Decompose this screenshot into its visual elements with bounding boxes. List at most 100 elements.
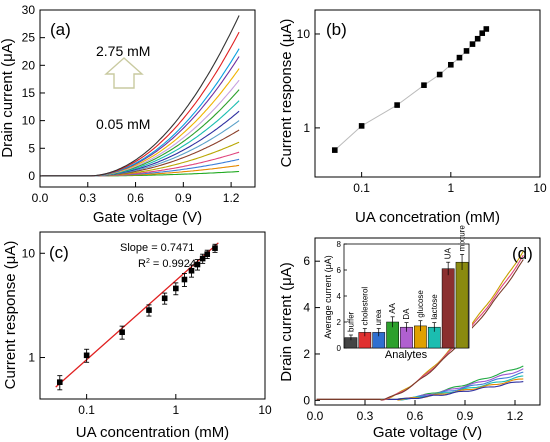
- panel-c-data-points: [55, 242, 219, 391]
- panel-a-y-tick-label: 20: [22, 58, 36, 72]
- panel-c-x-label: UA concentration (mM): [76, 424, 229, 441]
- panel-d-x-tick-label: 0.0: [307, 409, 324, 423]
- panel-a-y-tick-label: 5: [28, 141, 35, 155]
- panel-d-inset: 0 2 4 6 8 buffer cholesterol urea AA DA glucose la…: [323, 225, 472, 361]
- panel-b-data-point: [331, 147, 338, 153]
- panel-b-data-point: [456, 54, 463, 61]
- panel-d-axis-ticks: 0.0 0.3 0.6 0.9 1.2 0 2 4 6: [303, 254, 523, 423]
- panel-b-label: (b): [326, 20, 347, 39]
- inset-y-tick-label: 6: [337, 266, 342, 275]
- panel-b-connector-line: [334, 28, 487, 151]
- panel-c-y-tick-label: 1: [28, 351, 35, 365]
- panel-c-y-tick-label: 10: [22, 246, 36, 260]
- panel-c-data-point: [83, 352, 90, 359]
- panel-b-data-point: [483, 26, 490, 32]
- panel-b-y-tick-label: 1: [303, 121, 310, 135]
- panel-a-annotation-bottom: 0.05 mM: [96, 116, 150, 132]
- panel-c-data-point: [56, 379, 63, 385]
- panel-c-x-tick-label: 1: [172, 403, 179, 417]
- panel-b-x-tick-label: 10: [533, 181, 547, 195]
- panel-d-y-tick-label: 2: [303, 347, 310, 361]
- inset-category-label: buffer: [346, 311, 355, 332]
- inset-y-tick-label: 4: [337, 292, 342, 301]
- panel-c-data-point: [199, 255, 206, 262]
- inset-category-label: cholesterol: [360, 287, 369, 326]
- panel-c-data-point: [173, 285, 179, 292]
- panel-b-data-point: [448, 61, 454, 68]
- panel-d-high-curve: [316, 259, 524, 401]
- panel-a-x-tick-label: 1.2: [223, 191, 240, 205]
- panel-a-x-tick-label: 0.9: [175, 191, 192, 205]
- inset-category-label: mixture: [458, 225, 467, 252]
- panel-b-data-points: [331, 26, 490, 153]
- panel-b-data-point: [469, 41, 476, 47]
- panel-a-x-label: Gate voltage (V): [93, 209, 202, 226]
- inset-category-label: DA: [402, 308, 411, 320]
- inset-x-label: Analytes: [385, 349, 428, 361]
- panel-d-y-tick-label: 4: [303, 301, 310, 315]
- panel-c-data-point: [181, 276, 188, 283]
- panel-b: 0.1 1 10 1 10 (b) UA concetration (mM) Curre…: [278, 9, 547, 226]
- panel-a-axis-ticks: 0.0 0.3 0.6 0.9 1.2 0 5 10 15 20 25 30: [22, 3, 240, 205]
- panel-a-y-tick-label: 0: [28, 169, 35, 183]
- panel-c-x-tick-label: 10: [258, 403, 272, 417]
- panel-a-y-tick-label: 25: [22, 31, 36, 45]
- inset-category-label: lactose: [430, 294, 439, 320]
- panel-b-data-point: [463, 48, 470, 54]
- panel-b-data-point: [479, 30, 486, 36]
- panel-d-x-label: Gate voltage (V): [373, 424, 482, 441]
- inset-category-label: urea: [374, 309, 383, 326]
- inset-category-label: UA: [444, 247, 453, 259]
- panel-a-x-tick-label: 0.3: [79, 191, 96, 205]
- panel-c-data-point: [212, 245, 218, 251]
- panel-c-axis-ticks: 0.1 1 10 1 10: [22, 246, 272, 417]
- panel-a-y-tick-label: 15: [22, 86, 36, 100]
- panel-d-x-tick-label: 0.3: [357, 409, 374, 423]
- panel-d-frame: [314, 237, 541, 406]
- panel-a-y-tick-label: 30: [22, 3, 36, 17]
- panel-d-y-tick-label: 6: [303, 254, 310, 268]
- panel-c-data-point: [188, 267, 195, 274]
- panel-b-x-label: UA concetration (mM): [355, 209, 500, 226]
- panel-c-data-point: [119, 329, 125, 335]
- inset-bar: [455, 261, 469, 349]
- panel-b-data-point: [394, 102, 400, 108]
- inset-bars: buffer cholesterol urea AA DA glucose lactose U…: [344, 225, 469, 349]
- panel-d-curves: [316, 250, 524, 401]
- panel-c-data-point: [204, 251, 211, 257]
- panel-b-data-point: [421, 82, 427, 88]
- panel-b-y-tick-label: 10: [297, 27, 311, 41]
- panel-d-x-tick-label: 1.2: [507, 409, 524, 423]
- panel-b-y-label: Current response (μA): [278, 19, 295, 168]
- panel-b-data-point: [358, 123, 365, 129]
- panel-b-data-point: [474, 35, 481, 42]
- panel-a-curve: [41, 15, 240, 177]
- panel-c-frame: [39, 231, 266, 400]
- panel-c-r2-text: R2 = 0.9924: [138, 258, 196, 270]
- inset-category-label: glucose: [416, 290, 425, 318]
- panel-b-x-tick-label: 1: [447, 181, 454, 195]
- panel-d-y-label: Drain current (μA): [278, 262, 295, 382]
- panel-a-label: (a): [50, 20, 71, 39]
- panel-c-data-point: [146, 307, 152, 313]
- panel-d: 0.0 0.3 0.6 0.9 1.2 0 2 4 6 (d) Gate voltage (V)…: [278, 225, 541, 441]
- panel-a-up-arrow: [104, 57, 144, 89]
- panel-b-data-point: [436, 71, 443, 78]
- inset-y-tick-label: 0: [337, 344, 342, 353]
- panel-d-x-tick-label: 0.6: [407, 409, 424, 423]
- panel-a-y-tick-label: 10: [22, 114, 36, 128]
- panel-c-x-tick-label: 0.1: [78, 403, 95, 417]
- panel-a-curves: [41, 15, 240, 177]
- inset-y-tick-label: 2: [337, 318, 342, 327]
- inset-y-tick-label: 8: [337, 240, 342, 249]
- inset-bar: [441, 268, 455, 349]
- inset-category-label: AA: [388, 302, 397, 313]
- panel-c-label: (c): [49, 243, 69, 262]
- panel-b-x-tick-label: 0.1: [353, 181, 370, 195]
- panel-a-annotation-top: 2.75 mM: [96, 43, 150, 59]
- panel-c-slope-text: Slope = 0.7471: [120, 242, 194, 254]
- panel-c-data-point: [161, 295, 168, 302]
- panel-a-frame: [39, 9, 256, 188]
